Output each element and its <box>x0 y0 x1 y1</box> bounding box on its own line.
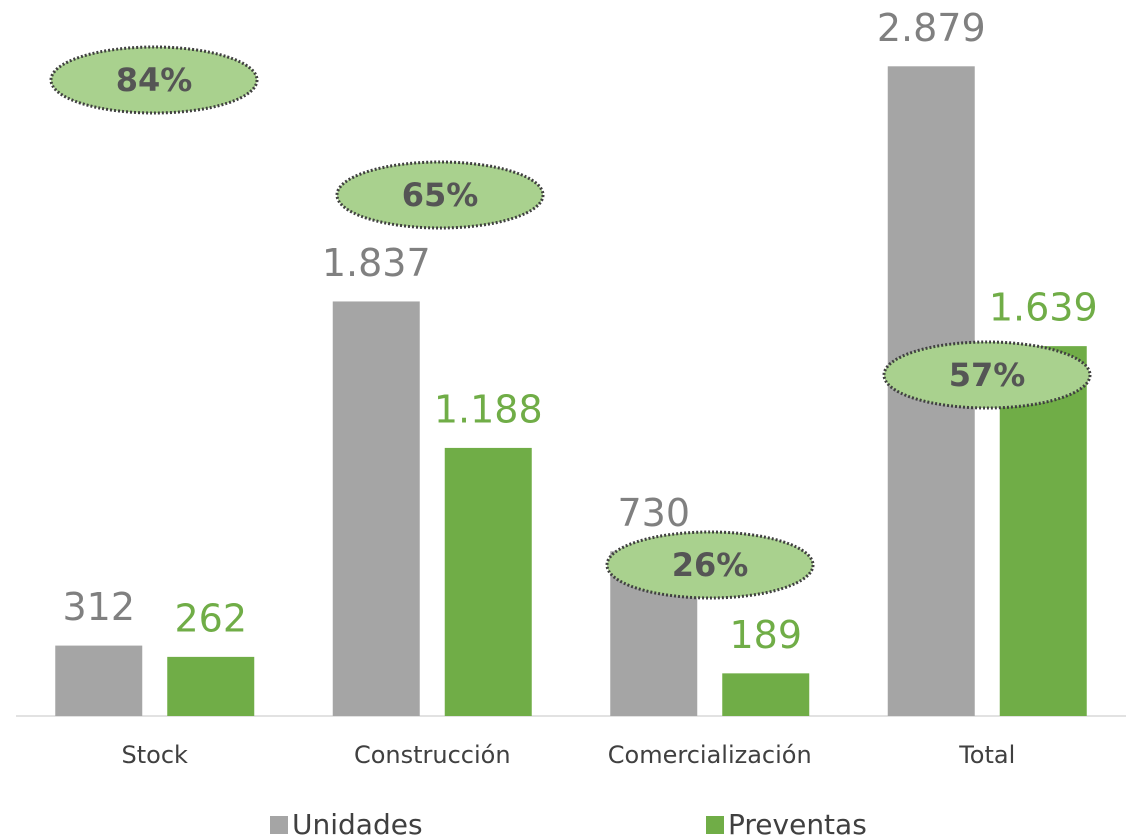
bar <box>55 645 143 716</box>
legend-swatch <box>706 816 724 834</box>
value-label: 730 <box>617 491 690 535</box>
legend-swatch <box>270 816 288 834</box>
annotation-bubble <box>335 160 545 230</box>
annotation: 65% <box>402 176 479 214</box>
value-label: 1.639 <box>989 286 1098 330</box>
x-tick-label: Comercialización <box>608 741 812 769</box>
annotation: 26% <box>672 546 749 584</box>
legend-label: Unidades <box>292 808 423 838</box>
value-label: 312 <box>62 585 135 629</box>
value-label: 1.188 <box>434 387 543 431</box>
value-label: 2.879 <box>877 6 986 50</box>
value-label: 189 <box>729 613 802 657</box>
bar <box>444 447 532 716</box>
bar <box>722 673 810 716</box>
legend-label: Preventas <box>728 808 867 838</box>
x-tick-label: Construcción <box>354 741 511 769</box>
annotation: 84% <box>116 61 193 99</box>
annotation: 57% <box>949 356 1026 394</box>
bar <box>999 346 1087 716</box>
bar <box>167 656 255 716</box>
x-tick-label: Total <box>958 741 1015 769</box>
bar <box>332 301 420 716</box>
annotation-bubble <box>882 340 1092 410</box>
annotation-bubble <box>49 45 259 115</box>
value-label: 262 <box>174 596 247 640</box>
value-label: 1.837 <box>322 241 431 285</box>
x-tick-label: Stock <box>122 741 189 769</box>
annotation-bubble <box>605 530 815 600</box>
